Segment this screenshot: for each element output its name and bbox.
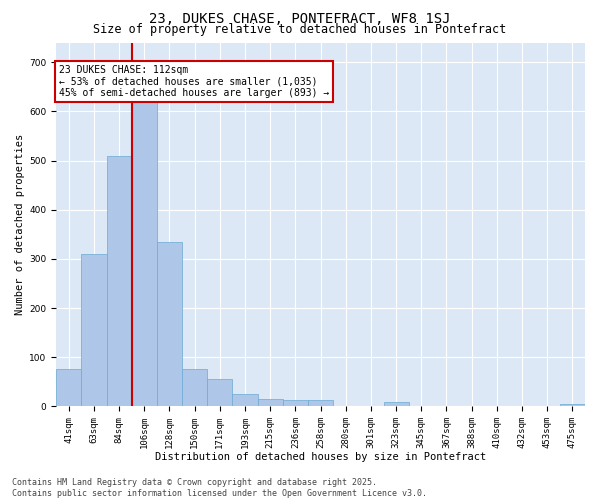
Bar (383, 402, 409, 406)
Bar (82, 254, 107, 406)
Bar (257, 399, 283, 406)
Bar (131, 89, 157, 406)
Bar (560, 404, 585, 406)
Bar (308, 400, 333, 406)
Bar (207, 380, 232, 406)
Bar (283, 400, 308, 406)
Y-axis label: Number of detached properties: Number of detached properties (15, 134, 25, 315)
Bar (56, 370, 82, 406)
Bar (182, 370, 207, 406)
Text: 23, DUKES CHASE, PONTEFRACT, WF8 1SJ: 23, DUKES CHASE, PONTEFRACT, WF8 1SJ (149, 12, 451, 26)
Bar (157, 242, 182, 406)
Text: Contains HM Land Registry data © Crown copyright and database right 2025.
Contai: Contains HM Land Registry data © Crown c… (12, 478, 427, 498)
Text: 23 DUKES CHASE: 112sqm
← 53% of detached houses are smaller (1,035)
45% of semi-: 23 DUKES CHASE: 112sqm ← 53% of detached… (59, 64, 329, 98)
Bar (107, 156, 131, 406)
Bar (232, 394, 257, 406)
X-axis label: Distribution of detached houses by size in Pontefract: Distribution of detached houses by size … (155, 452, 486, 462)
Text: Size of property relative to detached houses in Pontefract: Size of property relative to detached ho… (94, 22, 506, 36)
